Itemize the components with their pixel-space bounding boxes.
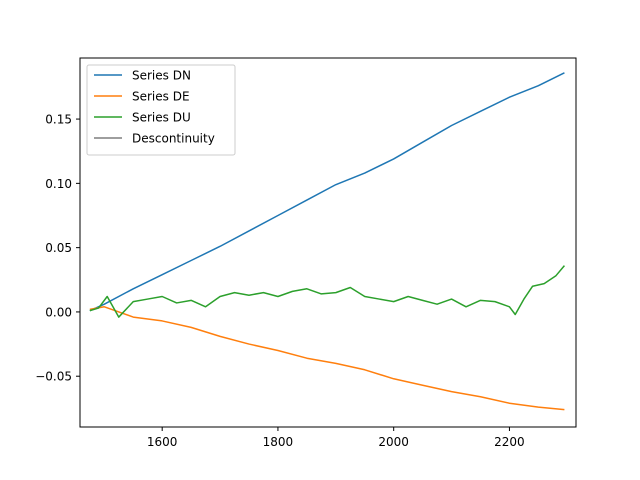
y-tick-label-1: 0.00 <box>45 305 72 319</box>
legend-label-2: Series DU <box>132 111 191 125</box>
series-line-0 <box>89 72 565 312</box>
series-layer <box>89 72 565 411</box>
x-tick-label-0: 1600 <box>147 435 178 449</box>
y-tick-label-0: −0.05 <box>35 370 72 384</box>
legend-label-1: Series DE <box>132 90 190 104</box>
y-tick-label-2: 0.05 <box>45 241 72 255</box>
series-line-2 <box>89 265 565 318</box>
legend-frame <box>86 64 236 156</box>
axes-layer: 1600 1800 2000 2200 −0.05 0.00 0.05 0.10 0.15 <box>35 57 577 449</box>
x-tick-label-3: 2200 <box>494 435 525 449</box>
x-tick-label-1: 1800 <box>263 435 294 449</box>
series-line-1 <box>89 306 565 411</box>
y-tick-label-3: 0.10 <box>45 177 72 191</box>
x-tick-label-2: 2000 <box>378 435 409 449</box>
legend-label-3: Descontinuity <box>132 132 215 146</box>
legend: Series DN Series DE Series DU Descontinuity <box>86 64 236 156</box>
y-tick-label-4: 0.15 <box>45 113 72 127</box>
plot-frame <box>79 57 577 428</box>
legend-label-0: Series DN <box>132 69 191 83</box>
